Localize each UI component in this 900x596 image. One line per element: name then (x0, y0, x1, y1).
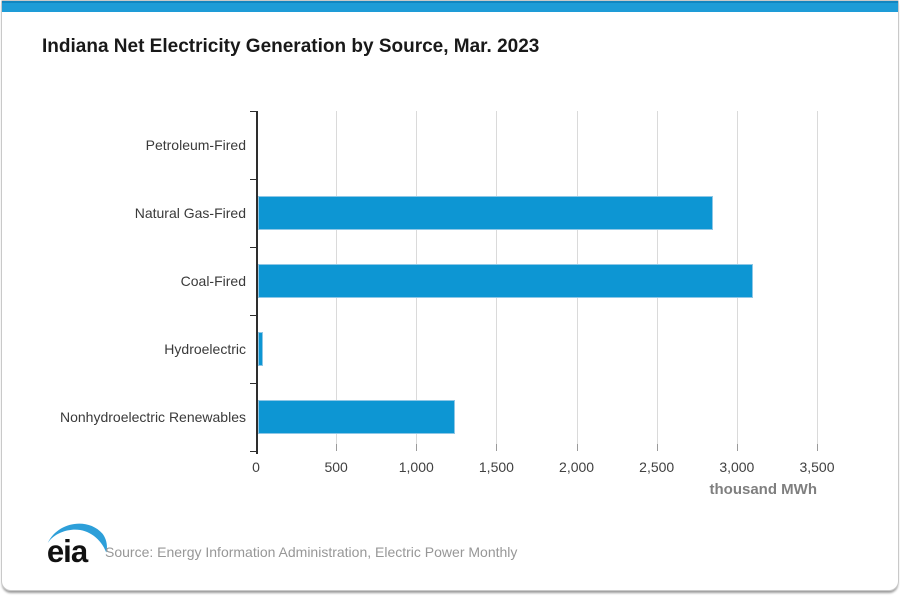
x-axis-tick (496, 444, 498, 451)
bar-coal-fired (258, 264, 753, 298)
x-axis-tick (817, 444, 818, 451)
y-axis-line (256, 111, 258, 454)
category-label: Natural Gas-Fired (134, 205, 246, 221)
x-axis-tick (736, 444, 738, 451)
x-axis-tick-label: 500 (324, 459, 348, 475)
eia-logo-text: eia (47, 534, 89, 569)
y-axis-tick (250, 383, 256, 384)
y-axis-tick (250, 179, 256, 180)
eia-logo-swoosh-icon (47, 523, 107, 553)
source-attribution: Source: Energy Information Administratio… (105, 544, 518, 560)
y-axis-tick (250, 247, 256, 248)
x-axis-tick-label: 2,500 (639, 459, 675, 475)
x-axis-tick-label: 3,500 (799, 459, 835, 475)
x-axis-tick (656, 444, 658, 451)
gridline (817, 111, 818, 444)
category-label: Petroleum-Fired (145, 137, 246, 153)
y-axis-tick (250, 315, 256, 316)
x-axis-tick (416, 444, 418, 451)
y-axis-tick (250, 111, 256, 112)
x-axis-tick-label: 3,000 (719, 459, 755, 475)
bar-hydroelectric (258, 332, 263, 366)
category-label: Hydroelectric (164, 341, 246, 357)
accent-top-bar (2, 1, 898, 12)
x-axis-tick-label: 2,000 (559, 459, 595, 475)
x-axis-tick-label: 0 (252, 459, 260, 475)
x-axis-unit-label: thousand MWh (709, 481, 817, 498)
bar-nonhydroelectric-renewables (258, 400, 455, 434)
category-label: Nonhydroelectric Renewables (60, 409, 246, 425)
bar-natural-gas-fired (258, 196, 713, 230)
x-axis-tick (336, 444, 338, 451)
y-axis-tick (250, 451, 256, 452)
x-axis-tick (576, 444, 578, 451)
category-label: Coal-Fired (180, 273, 246, 289)
eia-logo: eia (47, 523, 107, 569)
x-axis-tick-label: 1,000 (398, 459, 434, 475)
chart-title: Indiana Net Electricity Generation by So… (42, 36, 540, 57)
x-axis-tick-label: 1,500 (478, 459, 514, 475)
